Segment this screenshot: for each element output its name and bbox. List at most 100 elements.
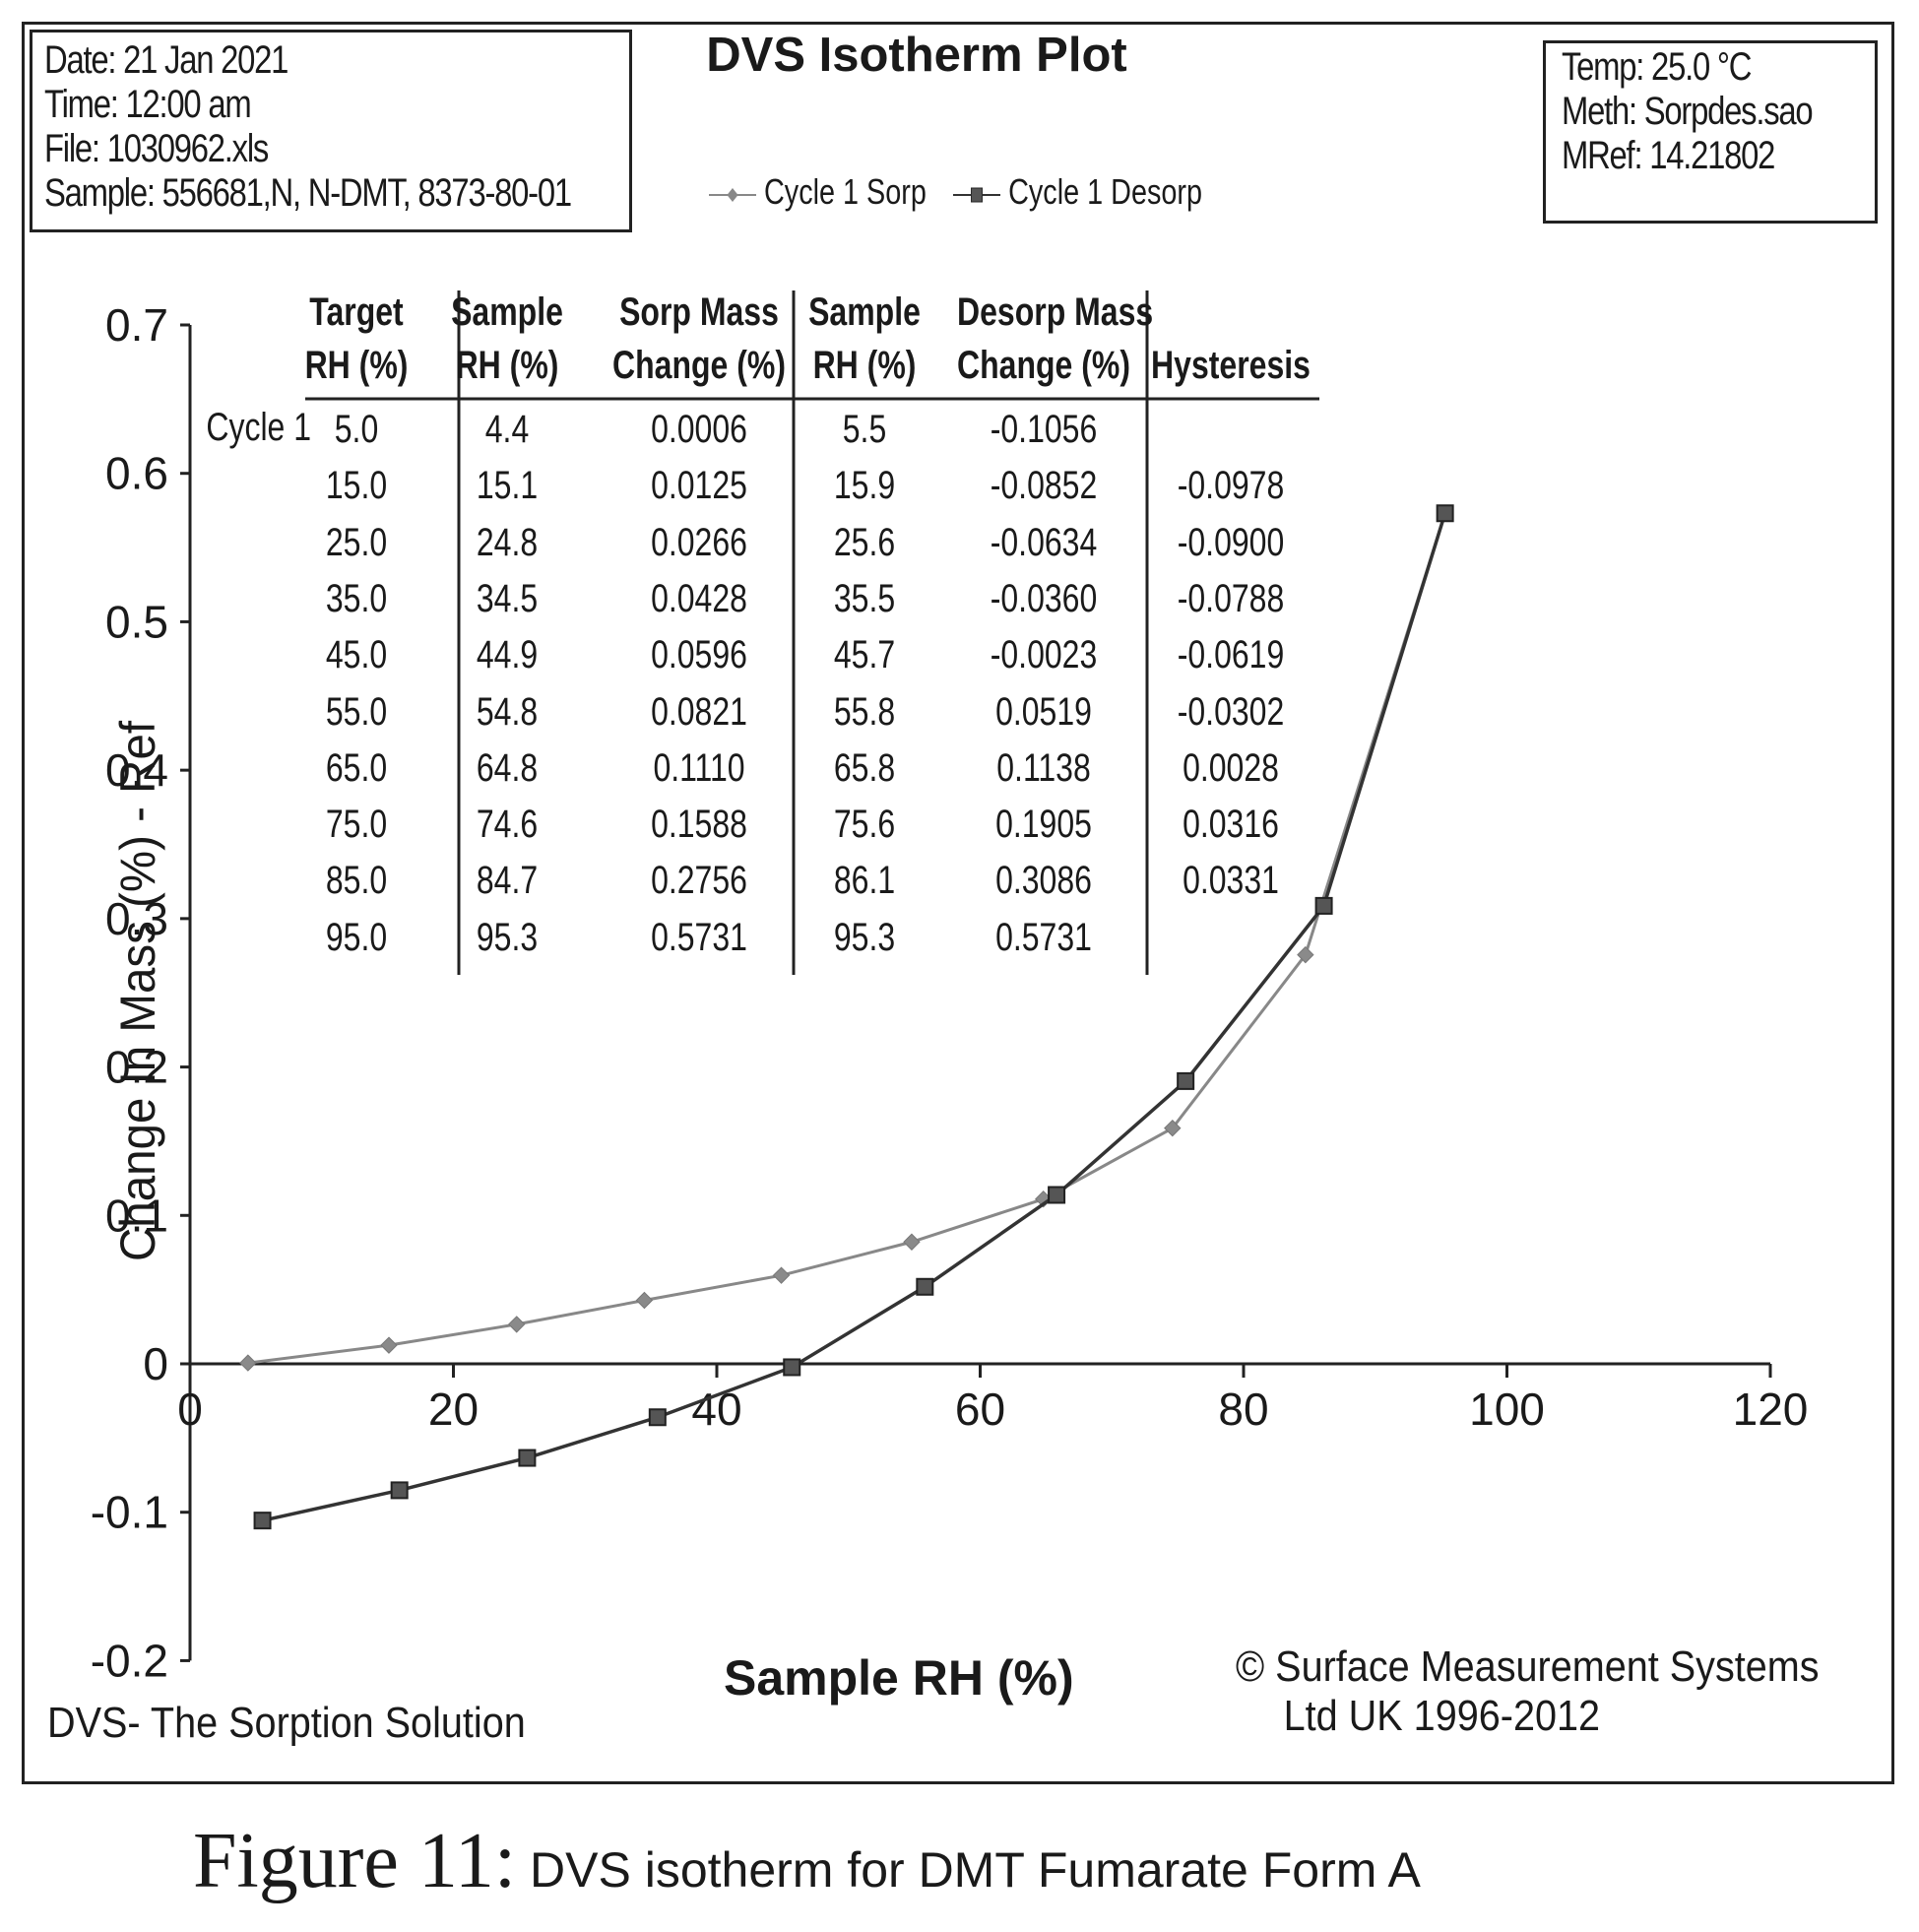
table-cell: 0.0316 xyxy=(1183,803,1279,847)
data-point-desorp xyxy=(1048,1186,1066,1204)
data-point-sorp xyxy=(507,1316,526,1333)
table-cell: 65.0 xyxy=(325,745,388,790)
table-header: Desorp Mass Change (%) xyxy=(957,286,1153,392)
table-cell: -0.0360 xyxy=(990,576,1098,620)
diamond-marker-icon xyxy=(709,187,757,202)
table-header-line2: Change (%) xyxy=(612,344,786,387)
table-cell: -0.0302 xyxy=(1177,689,1285,734)
table-cell: 0.0821 xyxy=(651,689,747,734)
y-tick-label: 0.2 xyxy=(105,1042,168,1093)
data-point-sorp xyxy=(635,1291,654,1310)
table-cell: 95.3 xyxy=(833,915,896,959)
y-tick-label: 0 xyxy=(143,1338,168,1389)
data-point-desorp xyxy=(390,1481,409,1500)
table-cell: 15.0 xyxy=(325,464,388,508)
table-cell: 0.0125 xyxy=(651,464,747,508)
table-cell: -0.1056 xyxy=(990,408,1098,451)
table-cell: 0.1138 xyxy=(996,745,1091,790)
chart-frame xyxy=(22,22,1894,1784)
y-tick-label: 0.6 xyxy=(105,448,168,499)
table-cell: 25.0 xyxy=(325,520,388,564)
x-tick-label: 0 xyxy=(177,1384,203,1435)
table-cell: 75.6 xyxy=(833,803,896,847)
x-tick-label: 80 xyxy=(1218,1384,1268,1435)
table-cell: 15.9 xyxy=(833,464,896,508)
table-cell: -0.0619 xyxy=(1177,633,1285,677)
y-axis-title: Change In Mass (%) - Ref xyxy=(110,720,165,1261)
table-cell: 0.2756 xyxy=(651,859,747,903)
y-tick-label: 0.7 xyxy=(105,299,168,351)
x-axis-title: Sample RH (%) xyxy=(724,1650,1074,1706)
data-point-desorp xyxy=(518,1449,537,1467)
info-file: File: 1030962.xls xyxy=(44,127,269,170)
info-sample: Sample: 556681,N, N-DMT, 8373-80-01 xyxy=(44,171,572,215)
y-tick-label: 0.1 xyxy=(105,1190,168,1241)
table-header-line1: Sorp Mass xyxy=(619,290,779,334)
table-cell: 45.7 xyxy=(833,633,896,677)
table-header: Hysteresis xyxy=(1144,286,1317,392)
table-cell: 24.8 xyxy=(476,520,539,564)
data-point-desorp xyxy=(1436,504,1454,523)
x-tick-label: 60 xyxy=(955,1384,1005,1435)
table-cell: 55.0 xyxy=(325,689,388,734)
table-cell: 0.0519 xyxy=(995,689,1092,734)
square-marker-icon xyxy=(953,187,1001,203)
data-point-sorp xyxy=(1164,1119,1182,1137)
footer-left: DVS- The Sorption Solution xyxy=(47,1699,526,1747)
table-header-line1: Target xyxy=(309,290,404,334)
table-cell: 0.5731 xyxy=(651,915,747,959)
data-point-desorp xyxy=(253,1512,272,1530)
table-cell: 4.4 xyxy=(484,408,530,451)
x-tick-label: 100 xyxy=(1469,1384,1545,1435)
info-box-left: Date: 21 Jan 2021 Time: 12:00 am File: 1… xyxy=(30,30,632,232)
y-tick-label: 0.4 xyxy=(105,744,168,796)
data-point-desorp xyxy=(783,1358,801,1377)
table-cell: 0.0006 xyxy=(651,408,747,451)
table-cell: 45.0 xyxy=(325,633,388,677)
legend-label-sorp: Cycle 1 Sorp xyxy=(764,171,927,213)
table-header-line2: RH (%) xyxy=(812,344,917,387)
table-cell: -0.0023 xyxy=(990,633,1098,677)
caption-figure-label: Figure 11: xyxy=(193,1818,517,1904)
table-cell: 0.1905 xyxy=(995,803,1092,847)
data-point-desorp xyxy=(1177,1071,1195,1090)
info-box-right: Temp: 25.0 °C Meth: Sorpdes.sao MRef: 14… xyxy=(1543,40,1878,224)
table-cell: 25.6 xyxy=(833,520,896,564)
copyright-line1: © Surface Measurement Systems xyxy=(1236,1642,1820,1691)
copyright-line2: Ltd UK 1996-2012 xyxy=(1283,1692,1601,1740)
table-header: Sample RH (%) xyxy=(778,286,951,392)
table-cell: 44.9 xyxy=(476,633,539,677)
table-cell: 86.1 xyxy=(833,859,896,903)
table-header-line2: RH (%) xyxy=(455,344,559,387)
footer-right: © Surface Measurement Systems Ltd UK 199… xyxy=(1236,1642,1820,1741)
data-point-sorp xyxy=(239,1354,257,1372)
table-cell: -0.0634 xyxy=(990,520,1098,564)
table-cell: 5.0 xyxy=(334,408,379,451)
figure-caption: Figure 11: DVS isotherm for DMT Fumarate… xyxy=(193,1817,1421,1906)
series-line-desorp xyxy=(262,512,1447,1522)
info-meth: Meth: Sorpdes.sao xyxy=(1562,90,1814,133)
table-cell: 54.8 xyxy=(476,689,539,734)
table-header-line2: Change (%) xyxy=(957,344,1130,387)
table-cell: -0.0852 xyxy=(990,464,1098,508)
table-cycle-label: Cycle 1 xyxy=(206,406,312,449)
data-point-desorp xyxy=(916,1277,934,1296)
table-header: Target RH (%) xyxy=(270,286,443,392)
table-cell: 0.0266 xyxy=(651,520,747,564)
info-date: Date: 21 Jan 2021 xyxy=(44,38,288,82)
table-cell: 0.1588 xyxy=(651,803,747,847)
table-cell: 95.3 xyxy=(476,915,539,959)
info-time: Time: 12:00 am xyxy=(44,83,252,126)
y-tick-label: 0.5 xyxy=(105,596,168,647)
table-cell: 5.5 xyxy=(842,408,887,451)
x-tick-label: 20 xyxy=(428,1384,479,1435)
table-header-line1: Sample xyxy=(808,290,921,334)
table-cell: 95.0 xyxy=(325,915,388,959)
table-header-line1: Sample xyxy=(451,290,563,334)
data-point-sorp xyxy=(772,1266,791,1284)
table-cell: 0.0596 xyxy=(651,633,747,677)
y-tick-label: -0.1 xyxy=(91,1487,168,1538)
table-header: Sample RH (%) xyxy=(420,286,594,392)
table-cell: 0.3086 xyxy=(995,859,1092,903)
table-cell: 35.5 xyxy=(833,576,896,620)
